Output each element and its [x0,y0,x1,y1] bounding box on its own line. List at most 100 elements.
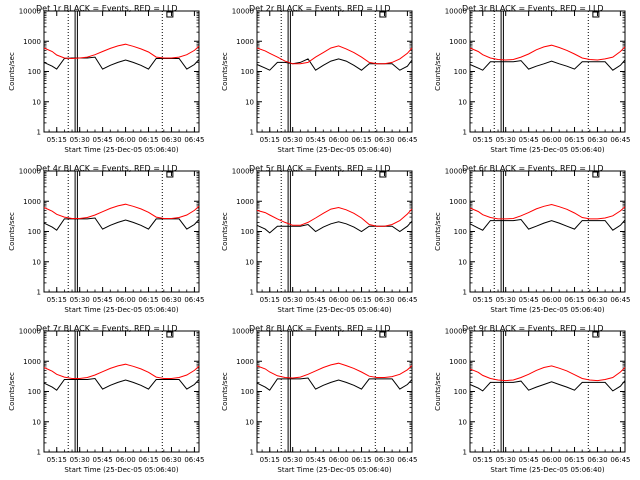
panel-title: Det 9r BLACK = Events, RED = LLD [462,324,604,333]
x-tick-label: 05:45 [93,296,113,304]
y-tick-label: 1 [250,129,254,137]
y-tick-label: 100 [454,228,467,236]
x-tick-label: 06:45 [397,296,417,304]
y-tick-label: 10000 [19,8,41,16]
panel-9: Det 9r BLACK = Events, RED = LLD 1 10 100 10… [434,324,631,474]
x-tick-label: 06:30 [161,456,181,464]
x-tick-label: 05:15 [47,136,67,144]
x-tick-label: 05:45 [519,136,539,144]
x-tick-label: 06:45 [397,456,417,464]
box-marker [379,331,387,338]
x-tick-label: 05:45 [93,136,113,144]
box-marker [592,331,600,338]
panel-8: Det 8r BLACK = Events, RED = LLD 1 10 100 10… [221,324,418,474]
box-marker [592,11,600,18]
x-axis-label: Start Time (25-Dec-05 05:06:40) [490,306,604,314]
x-tick-label: 06:15 [138,296,158,304]
x-tick-label: 06:45 [184,456,204,464]
x-tick-label: 06:00 [115,456,135,464]
x-tick-label: 06:15 [351,296,371,304]
x-tick-label: 05:30 [70,136,90,144]
panel-6: Det 6r BLACK = Events, RED = LLD 1 10 100 10… [434,164,631,314]
x-tick-label: 06:00 [541,456,561,464]
x-tick-label: 05:30 [283,296,303,304]
plot-frame [43,10,200,133]
x-tick-label: 05:45 [519,456,539,464]
x-tick-label: 06:30 [374,296,394,304]
x-tick-label: 06:15 [138,456,158,464]
x-axis-label: Start Time (25-Dec-05 05:06:40) [490,146,604,154]
x-tick-label: 06:45 [397,136,417,144]
x-tick-label: 05:30 [496,296,516,304]
y-tick-label: 1 [37,449,41,457]
y-tick-label: 1 [463,449,467,457]
x-tick-label: 06:00 [541,136,561,144]
y-axis-label: Counts/sec [8,212,16,251]
x-tick-label: 05:45 [93,456,113,464]
series-events-line [469,218,626,231]
y-axis-label: Counts/sec [8,372,16,411]
x-axis-label: Start Time (25-Dec-05 05:06:40) [277,146,391,154]
x-tick-label: 06:30 [374,456,394,464]
y-tick-label: 100 [241,388,254,396]
x-tick-label: 05:45 [306,296,326,304]
y-axis-label: Counts/sec [434,212,442,251]
plot-frame [256,10,413,133]
y-tick-label: 100 [454,68,467,76]
series-events-line [43,56,200,70]
series-lld-line [256,45,413,65]
plot-frame [256,170,413,293]
y-tick-label: 10 [32,98,41,106]
x-tick-label: 06:15 [138,136,158,144]
x-tick-label: 05:30 [496,136,516,144]
y-tick-label: 100 [454,388,467,396]
y-tick-label: 100 [28,228,41,236]
series-lld-line [469,365,626,382]
y-tick-label: 10 [245,418,254,426]
x-tick-label: 06:30 [587,136,607,144]
y-tick-label: 1 [37,289,41,297]
x-tick-label: 05:15 [47,296,67,304]
y-tick-label: 100 [28,68,41,76]
series-lld-line [469,44,626,61]
x-axis-label: Start Time (25-Dec-05 05:06:40) [490,466,604,474]
panel-title: Det 4r BLACK = Events, RED = LLD [36,164,178,173]
y-axis-label: Counts/sec [434,372,442,411]
y-tick-label: 1000 [236,358,254,366]
x-tick-label: 05:45 [306,456,326,464]
series-events-line [469,59,626,71]
plot-frame [469,10,626,133]
x-tick-label: 06:45 [184,296,204,304]
y-axis-label: Counts/sec [434,52,442,91]
y-tick-label: 10 [32,258,41,266]
plot-frame [43,330,200,453]
y-tick-label: 1 [463,289,467,297]
y-tick-label: 1 [463,129,467,137]
plot-frame [256,330,413,453]
x-tick-label: 06:45 [610,296,630,304]
x-tick-label: 06:30 [161,136,181,144]
box-marker [166,171,174,178]
y-tick-label: 1000 [449,38,467,46]
box-marker [379,171,387,178]
panel-2: Det 2r BLACK = Events, RED = LLD 1 10 100 10… [221,4,418,154]
panel-title: Det 8r BLACK = Events, RED = LLD [249,324,391,333]
panel-4: Det 4r BLACK = Events, RED = LLD 1 10 100 10… [8,164,205,314]
x-tick-label: 05:15 [260,456,280,464]
x-tick-label: 05:45 [306,136,326,144]
series-events-line [43,377,200,391]
x-tick-label: 05:15 [260,296,280,304]
series-lld-line [43,363,200,379]
x-tick-label: 06:00 [115,136,135,144]
x-tick-label: 05:15 [473,136,493,144]
x-tick-label: 06:00 [328,296,348,304]
series-lld-line [43,203,200,219]
x-tick-label: 05:30 [496,456,516,464]
box-marker [166,331,174,338]
y-tick-label: 10000 [232,8,254,16]
x-tick-label: 05:30 [70,296,90,304]
series-events-line [43,217,200,231]
x-tick-label: 05:30 [70,456,90,464]
x-tick-label: 06:00 [328,456,348,464]
y-tick-label: 10000 [232,328,254,336]
